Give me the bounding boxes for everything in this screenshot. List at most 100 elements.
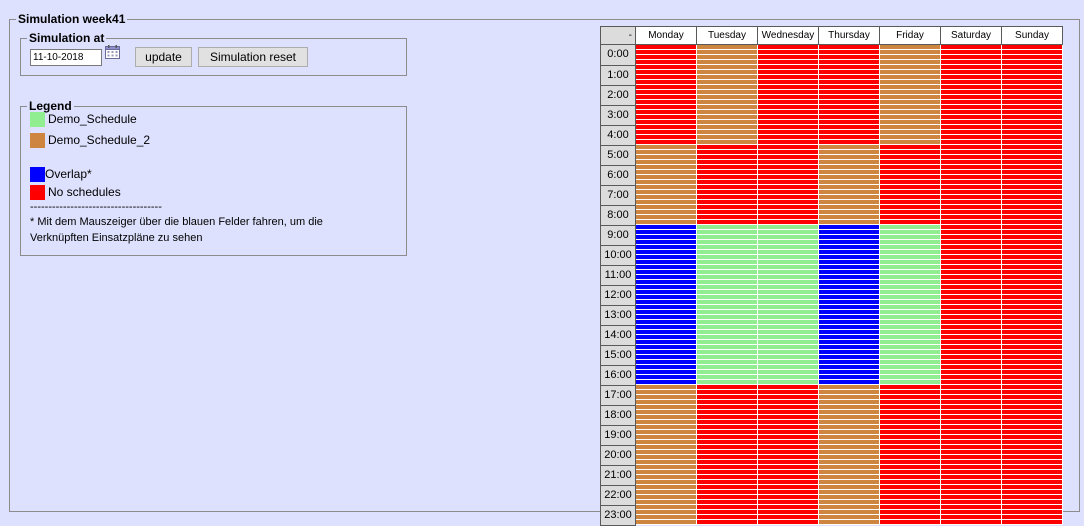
schedule-slot[interactable] — [636, 260, 696, 265]
schedule-slot[interactable] — [636, 230, 696, 235]
schedule-cell[interactable] — [818, 225, 880, 245]
date-input[interactable] — [30, 49, 102, 66]
schedule-slot[interactable] — [819, 290, 879, 295]
schedule-slot[interactable] — [819, 285, 879, 290]
schedule-slot[interactable] — [819, 265, 879, 270]
schedule-cell[interactable] — [818, 305, 880, 325]
schedule-slot — [1002, 440, 1062, 445]
schedule-slot[interactable] — [636, 345, 696, 350]
calendar-icon[interactable] — [105, 45, 120, 59]
schedule-slot[interactable] — [636, 330, 696, 335]
schedule-slot[interactable] — [819, 235, 879, 240]
schedule-cell — [635, 445, 697, 465]
schedule-slot[interactable] — [636, 255, 696, 260]
schedule-slot[interactable] — [636, 350, 696, 355]
schedule-slot — [941, 85, 1001, 90]
schedule-cell[interactable] — [818, 265, 880, 285]
schedule-slot[interactable] — [636, 280, 696, 285]
schedule-slot[interactable] — [636, 225, 696, 230]
schedule-slot[interactable] — [819, 340, 879, 345]
schedule-cell[interactable] — [635, 225, 697, 245]
schedule-slot[interactable] — [636, 235, 696, 240]
schedule-slot[interactable] — [636, 265, 696, 270]
schedule-slot[interactable] — [636, 305, 696, 310]
schedule-cell[interactable] — [635, 325, 697, 345]
schedule-slot[interactable] — [819, 310, 879, 315]
schedule-slot[interactable] — [636, 380, 696, 385]
schedule-slot[interactable] — [636, 300, 696, 305]
schedule-slot[interactable] — [636, 315, 696, 320]
schedule-cell[interactable] — [635, 345, 697, 365]
schedule-slot[interactable] — [819, 320, 879, 325]
schedule-slot[interactable] — [636, 325, 696, 330]
schedule-slot[interactable] — [819, 315, 879, 320]
schedule-slot[interactable] — [819, 240, 879, 245]
schedule-slot[interactable] — [636, 340, 696, 345]
schedule-slot[interactable] — [819, 350, 879, 355]
schedule-slot — [819, 390, 879, 395]
schedule-slot[interactable] — [819, 345, 879, 350]
schedule-slot[interactable] — [819, 270, 879, 275]
schedule-slot[interactable] — [819, 245, 879, 250]
schedule-cell — [757, 125, 819, 145]
schedule-slot — [636, 430, 696, 435]
schedule-slot[interactable] — [819, 280, 879, 285]
schedule-slot — [880, 470, 940, 475]
schedule-slot[interactable] — [636, 370, 696, 375]
schedule-slot[interactable] — [819, 260, 879, 265]
schedule-slot — [819, 500, 879, 505]
schedule-slot[interactable] — [819, 360, 879, 365]
schedule-slot[interactable] — [636, 250, 696, 255]
schedule-slot[interactable] — [819, 225, 879, 230]
schedule-cell[interactable] — [635, 305, 697, 325]
simulation-reset-button[interactable]: Simulation reset — [198, 47, 308, 67]
schedule-slot[interactable] — [636, 310, 696, 315]
schedule-cell — [635, 385, 697, 405]
schedule-slot[interactable] — [819, 255, 879, 260]
schedule-cell[interactable] — [635, 245, 697, 265]
schedule-slot[interactable] — [636, 375, 696, 380]
schedule-slot[interactable] — [819, 375, 879, 380]
schedule-slot — [1002, 520, 1062, 525]
schedule-cell — [1001, 65, 1063, 85]
schedule-slot[interactable] — [636, 355, 696, 360]
schedule-cell[interactable] — [818, 245, 880, 265]
schedule-slot[interactable] — [819, 330, 879, 335]
schedule-slot — [819, 75, 879, 80]
schedule-slot[interactable] — [819, 365, 879, 370]
schedule-slot — [758, 135, 818, 140]
schedule-slot[interactable] — [819, 230, 879, 235]
schedule-slot[interactable] — [819, 335, 879, 340]
schedule-slot[interactable] — [819, 250, 879, 255]
schedule-slot[interactable] — [636, 290, 696, 295]
schedule-slot[interactable] — [636, 245, 696, 250]
schedule-slot[interactable] — [636, 275, 696, 280]
schedule-slot[interactable] — [819, 295, 879, 300]
schedule-slot — [941, 325, 1001, 330]
schedule-cell[interactable] — [635, 365, 697, 385]
schedule-slot[interactable] — [636, 285, 696, 290]
schedule-slot[interactable] — [819, 370, 879, 375]
schedule-slot[interactable] — [636, 295, 696, 300]
schedule-slot[interactable] — [636, 270, 696, 275]
schedule-slot[interactable] — [636, 335, 696, 340]
schedule-slot[interactable] — [819, 300, 879, 305]
schedule-cell[interactable] — [818, 285, 880, 305]
schedule-slot[interactable] — [636, 365, 696, 370]
schedule-cell[interactable] — [635, 265, 697, 285]
schedule-slot — [758, 95, 818, 100]
schedule-slot[interactable] — [819, 355, 879, 360]
schedule-slot[interactable] — [636, 240, 696, 245]
schedule-cell[interactable] — [818, 325, 880, 345]
update-button[interactable]: update — [135, 47, 192, 67]
schedule-cell[interactable] — [635, 285, 697, 305]
schedule-slot[interactable] — [819, 305, 879, 310]
schedule-slot[interactable] — [819, 380, 879, 385]
schedule-slot[interactable] — [819, 275, 879, 280]
schedule-cell[interactable] — [818, 345, 880, 365]
schedule-cell[interactable] — [818, 365, 880, 385]
schedule-slot — [1002, 150, 1062, 155]
schedule-slot[interactable] — [819, 325, 879, 330]
schedule-slot[interactable] — [636, 320, 696, 325]
schedule-slot[interactable] — [636, 360, 696, 365]
